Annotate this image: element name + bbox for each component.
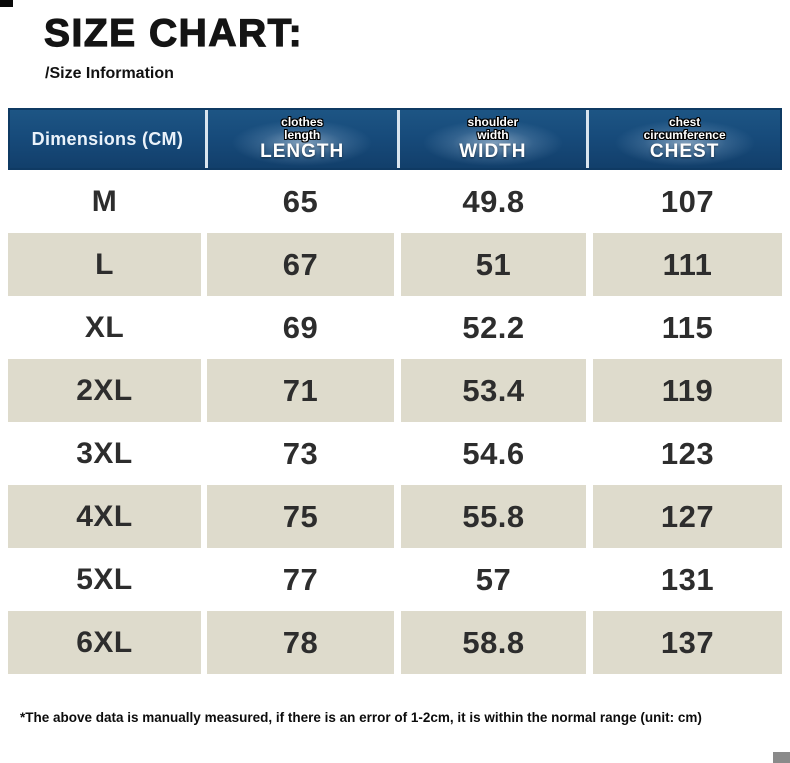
size-cell: M bbox=[8, 170, 201, 233]
width-cell: 52.2 bbox=[401, 296, 586, 359]
chest-cell: 111 bbox=[593, 233, 782, 296]
width-main-label: WIDTH bbox=[459, 141, 527, 162]
width-cell: 54.6 bbox=[401, 422, 586, 485]
length-cell: 78 bbox=[207, 611, 394, 674]
length-sub-label-2: length bbox=[284, 128, 321, 142]
length-cell: 77 bbox=[207, 548, 394, 611]
table-row: 4XL 75 55.8 127 bbox=[8, 485, 782, 548]
size-cell: 4XL bbox=[8, 485, 201, 548]
size-cell: XL bbox=[8, 296, 201, 359]
crop-artifact-top-left bbox=[0, 0, 13, 7]
header-cell-dimensions: Dimensions (CM) bbox=[10, 110, 205, 168]
table-row: 5XL 77 57 131 bbox=[8, 548, 782, 611]
table-row: M 65 49.8 107 bbox=[8, 170, 782, 233]
size-cell: 3XL bbox=[8, 422, 201, 485]
header-cell-width: shoulder width WIDTH bbox=[396, 110, 587, 168]
dimensions-label: Dimensions (CM) bbox=[31, 128, 184, 149]
chest-cell: 137 bbox=[593, 611, 782, 674]
width-sub-label-2: width bbox=[477, 128, 509, 142]
width-cell: 57 bbox=[401, 548, 586, 611]
length-cell: 65 bbox=[207, 170, 394, 233]
length-main-label: LENGTH bbox=[260, 141, 345, 162]
measurement-footnote: *The above data is manually measured, if… bbox=[20, 710, 702, 725]
width-cell: 51 bbox=[401, 233, 586, 296]
length-cell: 73 bbox=[207, 422, 394, 485]
table-row: 3XL 73 54.6 123 bbox=[8, 422, 782, 485]
width-cell: 53.4 bbox=[401, 359, 586, 422]
table-header-row: Dimensions (CM) clothes length LENGTH sh… bbox=[8, 108, 782, 170]
table-body: M 65 49.8 107 L 67 51 111 XL 69 52.2 115… bbox=[8, 170, 782, 674]
page-title: SIZE CHART: bbox=[43, 11, 304, 55]
size-cell: 2XL bbox=[8, 359, 201, 422]
table-row: 2XL 71 53.4 119 bbox=[8, 359, 782, 422]
chest-cell: 107 bbox=[593, 170, 782, 233]
length-cell: 71 bbox=[207, 359, 394, 422]
length-sub-label-1: clothes bbox=[281, 115, 324, 129]
width-cell: 55.8 bbox=[401, 485, 586, 548]
chest-cell: 115 bbox=[593, 296, 782, 359]
size-cell: L bbox=[8, 233, 201, 296]
chest-cell: 119 bbox=[593, 359, 782, 422]
size-cell: 6XL bbox=[8, 611, 201, 674]
chest-cell: 127 bbox=[593, 485, 782, 548]
width-sub-label-1: shoulder bbox=[467, 115, 519, 129]
chest-main-label: CHEST bbox=[649, 141, 720, 162]
length-cell: 69 bbox=[207, 296, 394, 359]
page-subtitle: /Size Information bbox=[45, 65, 174, 82]
length-cell: 75 bbox=[207, 485, 394, 548]
length-cell: 67 bbox=[207, 233, 394, 296]
size-chart-table: Dimensions (CM) clothes length LENGTH sh… bbox=[8, 108, 782, 674]
header-cell-length: clothes length LENGTH bbox=[204, 110, 397, 168]
chest-sub-label-2: circumference bbox=[643, 128, 726, 142]
chest-sub-label-1: chest bbox=[668, 115, 701, 129]
table-row: XL 69 52.2 115 bbox=[8, 296, 782, 359]
chest-cell: 123 bbox=[593, 422, 782, 485]
header-cell-chest: chest circumference CHEST bbox=[586, 110, 780, 168]
crop-artifact-bottom-right bbox=[773, 752, 790, 763]
width-cell: 58.8 bbox=[401, 611, 586, 674]
chest-cell: 131 bbox=[593, 548, 782, 611]
size-cell: 5XL bbox=[8, 548, 201, 611]
table-row: 6XL 78 58.8 137 bbox=[8, 611, 782, 674]
table-row: L 67 51 111 bbox=[8, 233, 782, 296]
width-cell: 49.8 bbox=[401, 170, 586, 233]
